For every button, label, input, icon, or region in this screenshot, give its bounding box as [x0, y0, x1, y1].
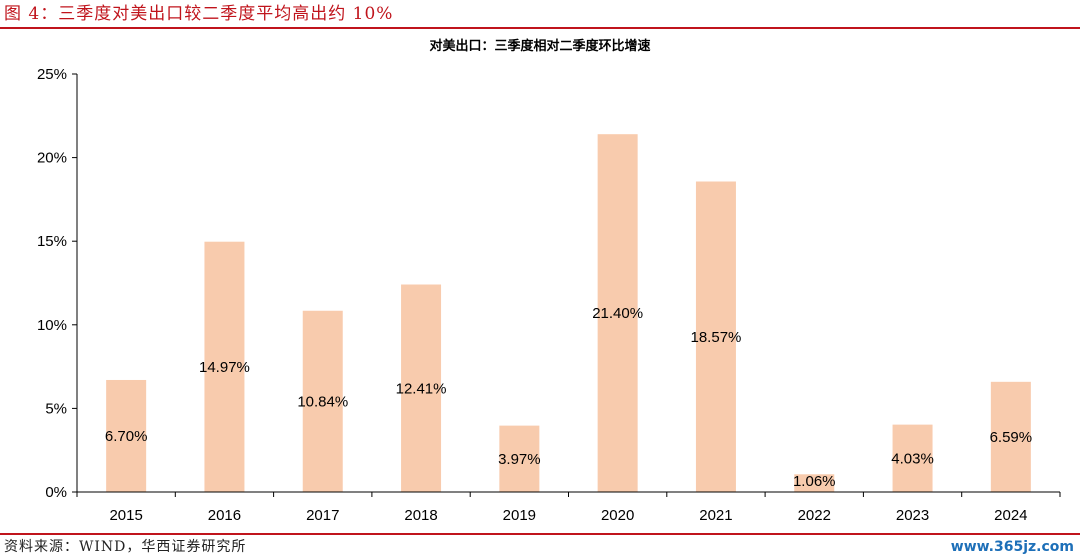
data-label-2020: 21.40% — [592, 305, 643, 322]
y-tick-label: 25% — [37, 66, 67, 83]
bar-2022 — [794, 474, 835, 492]
x-axis: 2015 2016 2017 2018 2019 2020 2021 2022 2023 2024 — [76, 491, 1061, 524]
y-tick-label: 20% — [37, 150, 67, 167]
bar-2017 — [302, 310, 343, 492]
watermark-text: www.365jz.com — [950, 539, 1074, 555]
x-tick-label-2015: 2015 — [109, 507, 142, 524]
x-tick-label-2022: 2022 — [798, 507, 831, 524]
x-tick-label-2016: 2016 — [208, 507, 241, 524]
x-tick-label-2020: 2020 — [601, 507, 634, 524]
data-label-2021: 18.57% — [691, 329, 742, 346]
y-tick-label: 0% — [45, 484, 67, 501]
x-tick-label-2018: 2018 — [404, 507, 437, 524]
x-tick-label-2023: 2023 — [896, 507, 929, 524]
top-divider — [0, 27, 1080, 29]
y-tick-label: 15% — [37, 233, 67, 250]
x-tick-label-2019: 2019 — [503, 507, 536, 524]
data-label-2015: 6.70% — [105, 428, 148, 445]
data-label-2022: 1.06% — [793, 473, 836, 490]
x-tick-label-2021: 2021 — [699, 507, 732, 524]
data-label-2017: 10.84% — [297, 393, 348, 410]
figure-title: 图 4：三季度对美出口较二季度平均高出约 10% — [4, 4, 394, 24]
y-tick-label: 5% — [45, 400, 67, 417]
bar-2015 — [106, 379, 147, 492]
data-label-2018: 12.41% — [396, 380, 447, 397]
bars-group: 6.70% 14.97% 10.84% 12.41% 3.97% 21.40% 18.57%… — [105, 134, 1033, 493]
bar-2019 — [499, 425, 540, 492]
bar-2020 — [597, 134, 638, 492]
data-label-2023: 4.03% — [891, 450, 934, 467]
bar-2016 — [204, 241, 245, 492]
bar-2024 — [990, 381, 1031, 492]
data-label-2016: 14.97% — [199, 359, 250, 376]
bar-2023 — [892, 424, 933, 492]
source-note: 资料来源：WIND，华西证券研究所 — [4, 539, 247, 555]
chart-title: 对美出口：三季度相对二季度环比增速 — [429, 38, 650, 54]
bar-2018 — [401, 284, 442, 492]
x-tick-label-2017: 2017 — [306, 507, 339, 524]
bottom-divider — [0, 533, 1080, 535]
y-tick-label: 10% — [37, 317, 67, 334]
data-label-2019: 3.97% — [498, 451, 541, 468]
x-tick-label-2024: 2024 — [994, 507, 1027, 524]
bar-chart: 对美出口：三季度相对二季度环比增速 0% 5% 10% 15% 20% 25% 6.70%… — [37, 38, 1061, 524]
bar-2021 — [695, 181, 736, 493]
data-label-2024: 6.59% — [990, 429, 1033, 446]
y-axis: 0% 5% 10% 15% 20% 25% — [37, 66, 78, 501]
